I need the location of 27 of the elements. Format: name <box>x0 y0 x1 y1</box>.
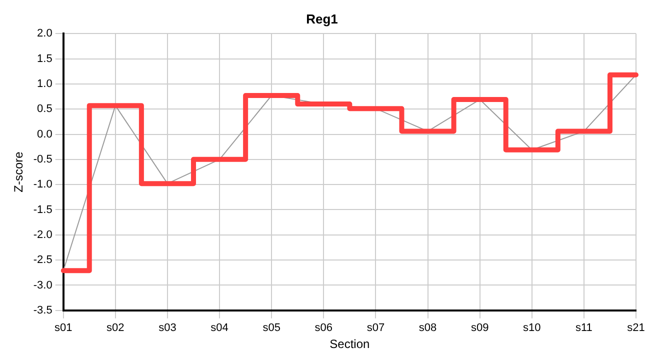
y-tick-label: -3.5 <box>33 304 52 316</box>
y-tick-label: -3.0 <box>33 279 52 292</box>
y-axis-title: Z-score <box>12 151 26 192</box>
y-tick-label: -2.0 <box>33 228 52 241</box>
x-tick-label: s04 <box>210 322 228 334</box>
y-tick-label: 2.0 <box>37 28 52 40</box>
y-tick-label: -0.5 <box>33 153 52 166</box>
y-tick-label: 0.0 <box>37 128 52 140</box>
y-tick-label: 1.5 <box>37 52 52 65</box>
x-tick-label: s08 <box>418 322 437 334</box>
x-tick-label: s11 <box>575 322 592 334</box>
x-tick-label: s21 <box>627 322 645 334</box>
y-tick-label: -1.0 <box>33 178 52 191</box>
x-tick-label: s01 <box>54 322 72 334</box>
y-tick-label: 1.0 <box>37 78 52 90</box>
y-tick-label: 0.5 <box>37 103 52 116</box>
x-tick-label: s05 <box>262 322 280 334</box>
x-tick-label: s06 <box>314 322 333 334</box>
x-axis-title: Section <box>330 337 370 352</box>
x-tick-label: s09 <box>470 322 489 334</box>
x-tick-label: s07 <box>366 322 385 334</box>
x-tick-label: s03 <box>158 322 176 334</box>
chart-title: Reg1 <box>306 11 338 26</box>
y-tick-label: -2.5 <box>33 254 52 266</box>
y-tick-label: -1.5 <box>33 204 52 216</box>
x-tick-label: s02 <box>106 322 124 334</box>
x-tick-label: s10 <box>523 322 541 334</box>
